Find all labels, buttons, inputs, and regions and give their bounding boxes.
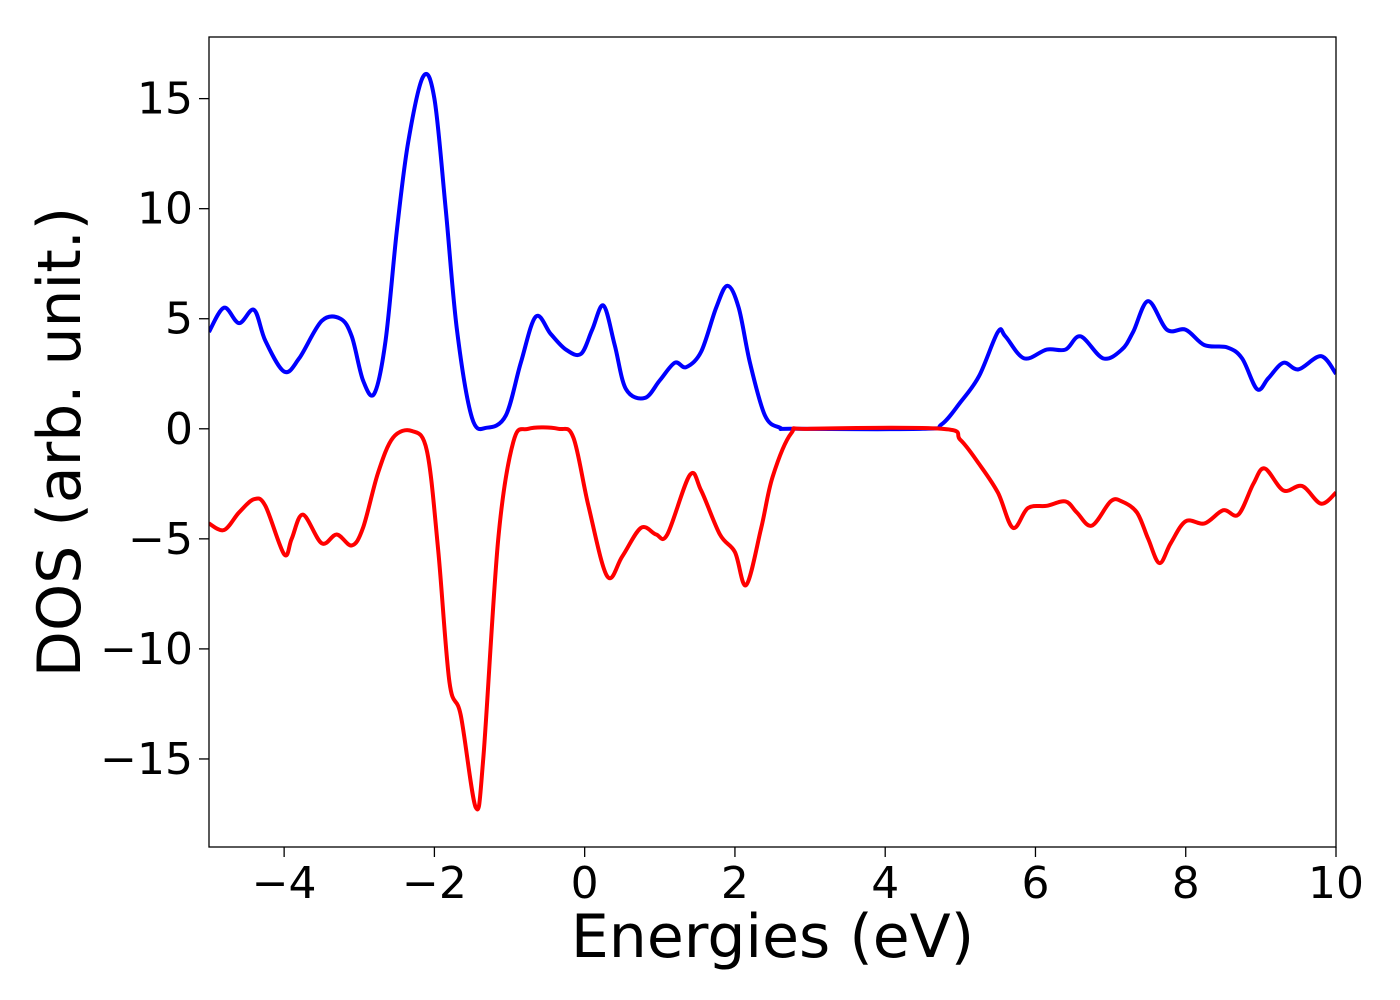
y-tick-label: −5 — [128, 514, 193, 565]
x-tick-label: 2 — [721, 858, 749, 909]
series-line-2 — [209, 425, 1336, 812]
series-line-1 — [209, 71, 1336, 432]
x-axis-ticks: −4 −2 0 2 4 6 8 10 — [252, 847, 1364, 909]
y-tick-label: 15 — [137, 74, 193, 125]
x-tick-label: −2 — [402, 858, 467, 909]
y-tick-label: −10 — [100, 624, 193, 675]
y-tick-label: 0 — [165, 404, 193, 455]
x-tick-label: 8 — [1172, 858, 1200, 909]
y-tick-label: 5 — [165, 294, 193, 345]
series-layer — [209, 71, 1336, 812]
x-axis-label: Energies (eV) — [571, 902, 974, 972]
y-axis-ticks: −15 −10 −5 0 5 10 15 — [100, 74, 209, 785]
y-tick-label: −15 — [100, 734, 193, 785]
y-tick-label: 10 — [137, 184, 193, 235]
x-tick-label: 0 — [571, 858, 599, 909]
y-axis-label: DOS (arb. unit.) — [25, 207, 95, 677]
plot-frame — [208, 36, 1337, 848]
x-tick-label: 6 — [1021, 858, 1049, 909]
x-tick-label: 4 — [871, 858, 899, 909]
x-tick-label: 10 — [1308, 858, 1364, 909]
x-tick-label: −4 — [252, 858, 317, 909]
